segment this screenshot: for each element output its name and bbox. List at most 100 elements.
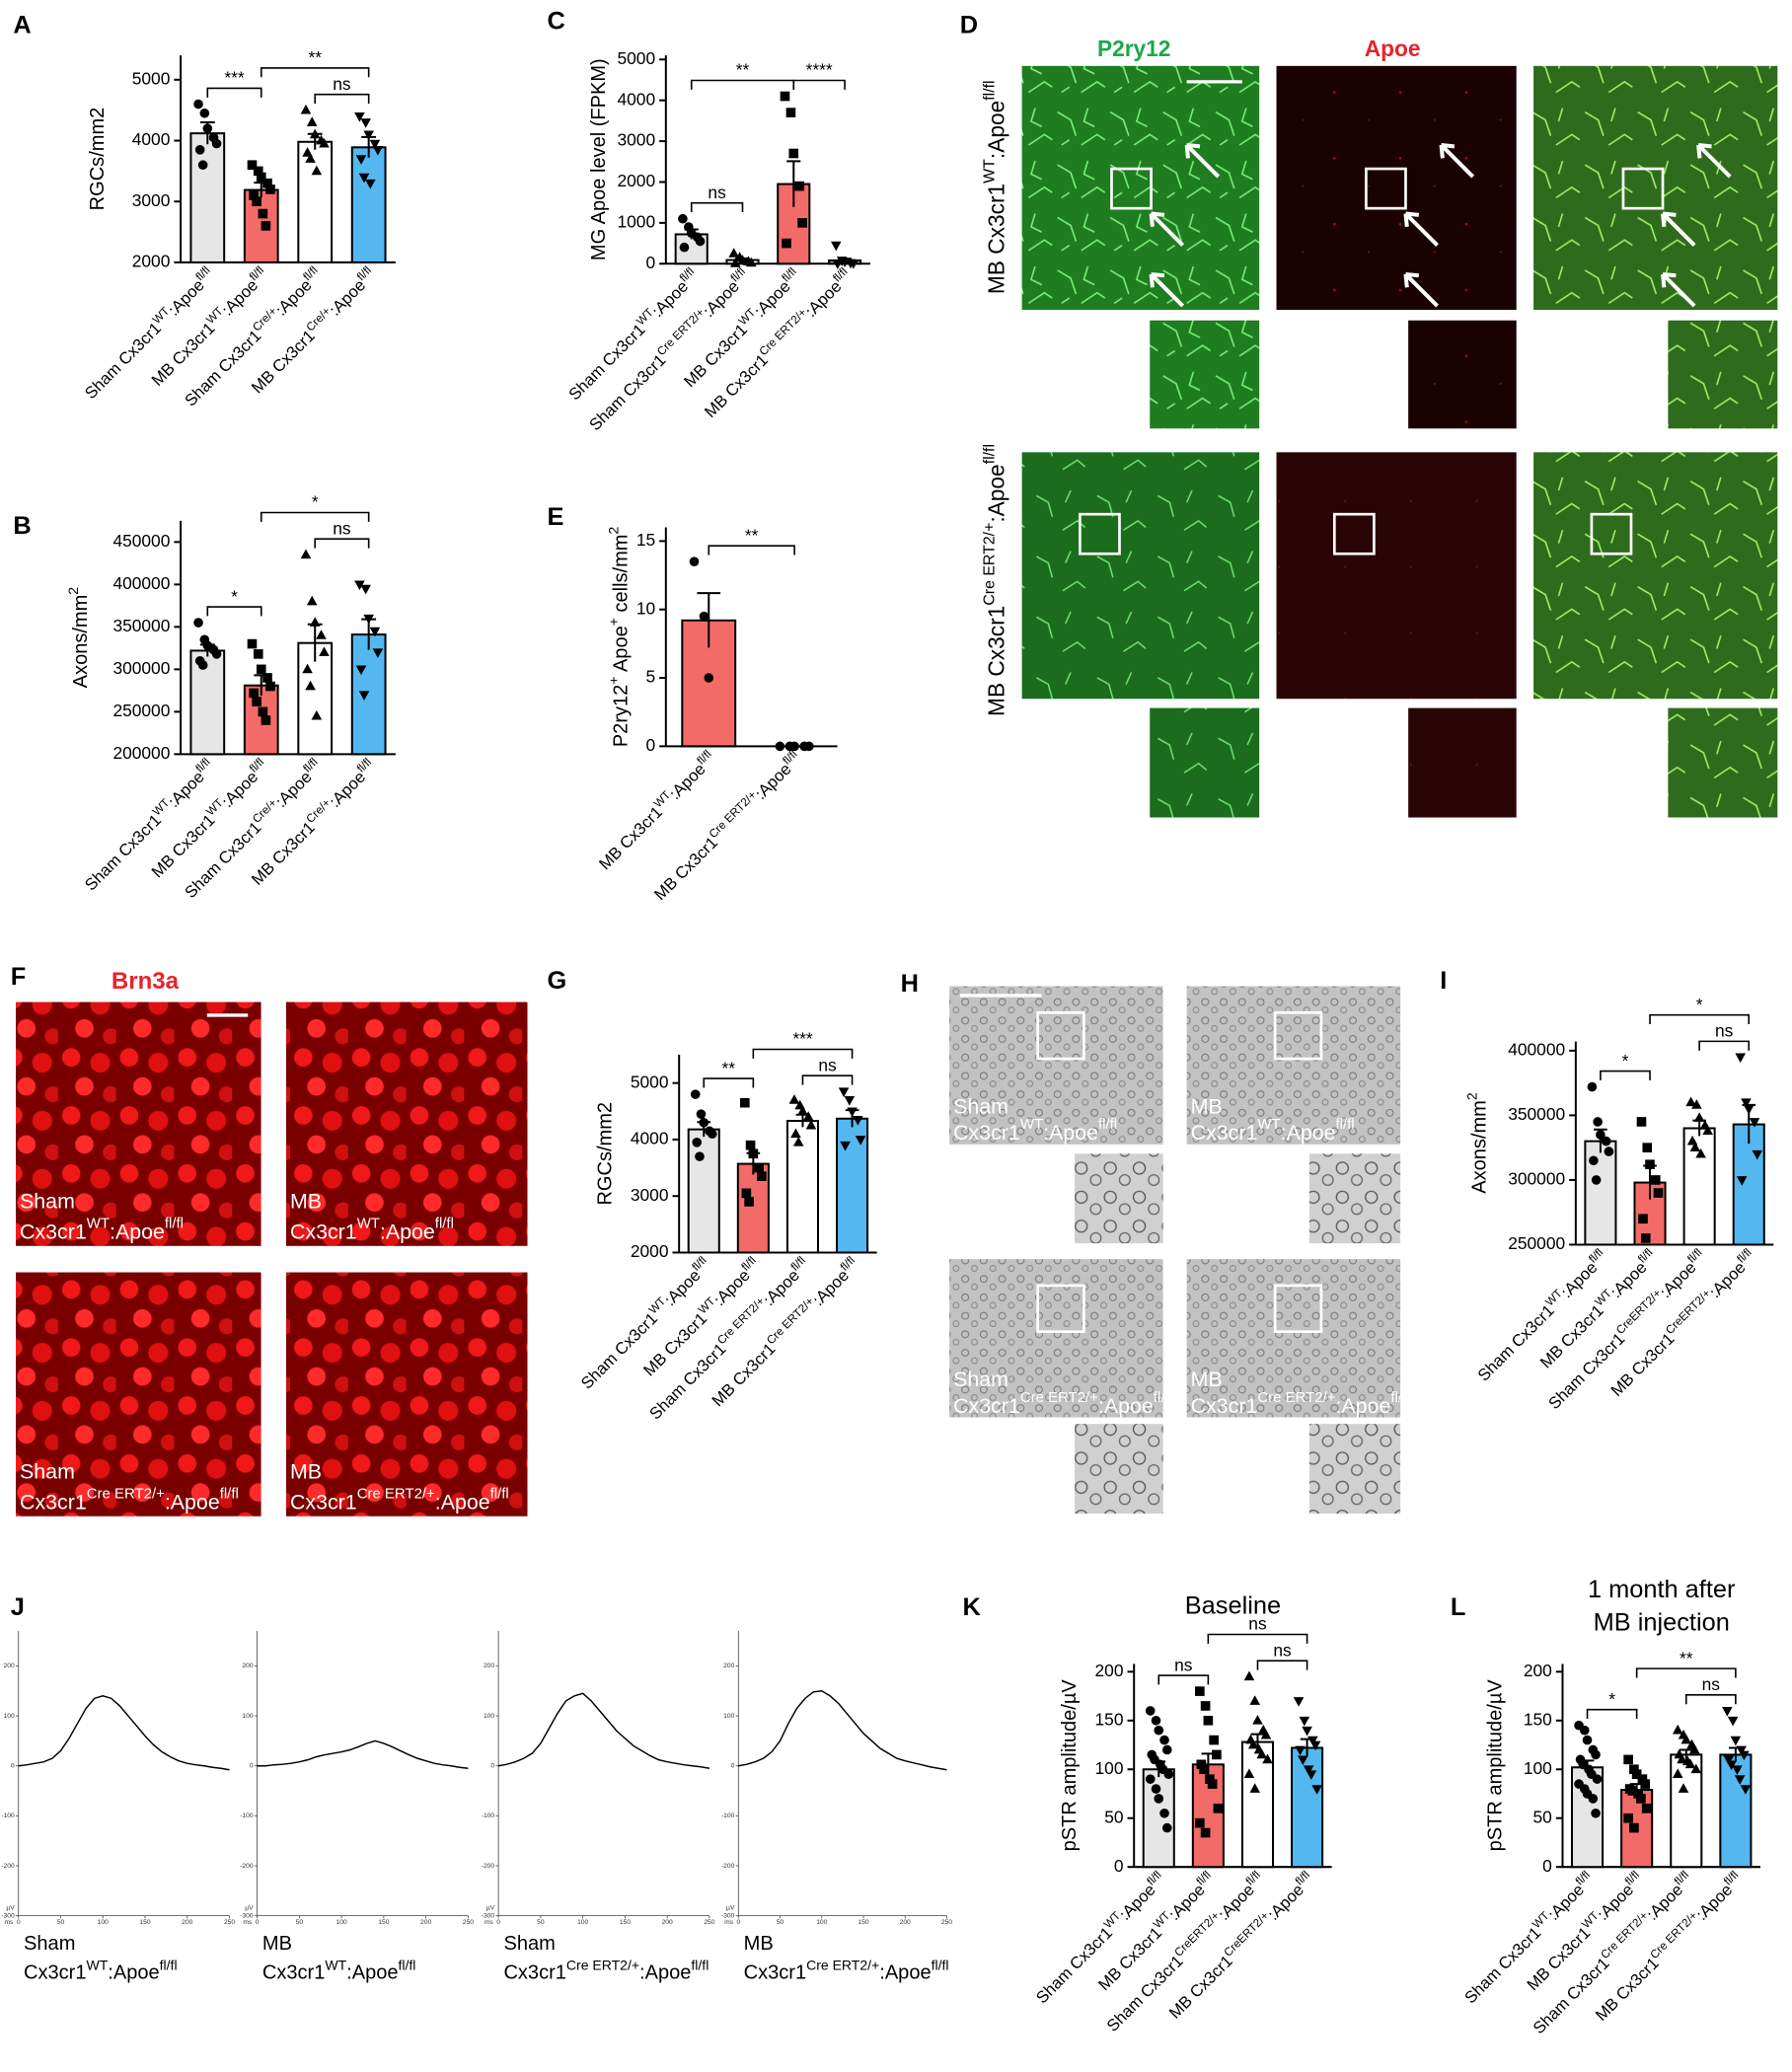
data-point — [748, 1148, 759, 1159]
significance-label: * — [1608, 1689, 1615, 1709]
data-point — [1627, 1786, 1638, 1796]
x-tick-label: 0 — [496, 1919, 500, 1926]
trace-caption: MB — [262, 1933, 292, 1955]
image-row-label-part: WT — [981, 159, 998, 184]
data-point — [358, 691, 370, 701]
data-point — [1688, 1743, 1700, 1754]
chart-title: MB injection — [1594, 1608, 1730, 1636]
chart-title: Baseline — [1185, 1592, 1281, 1620]
y-tick-label: 450000 — [112, 531, 170, 551]
arrow — [1149, 271, 1185, 308]
data-point — [1623, 1754, 1633, 1765]
x-tick-label: 150 — [139, 1919, 150, 1926]
image-label-part: Cx3cr1 — [290, 1490, 357, 1514]
y-tick-label: 100 — [1524, 1758, 1552, 1778]
image-row-label-part: fl/fl — [981, 444, 998, 464]
data-point — [704, 673, 714, 683]
data-point — [788, 1094, 800, 1104]
y-tick-label: 200 — [1524, 1661, 1552, 1680]
roi-box — [1079, 512, 1121, 555]
data-point — [1209, 1735, 1219, 1745]
data-point — [1593, 1117, 1603, 1127]
image-label-part: Cre ERT2/+ — [87, 1486, 165, 1503]
y-tick-label: 5000 — [618, 48, 656, 68]
data-point — [1299, 1716, 1310, 1727]
data-point — [838, 1087, 850, 1098]
data-point — [311, 709, 323, 720]
data-point — [265, 185, 275, 194]
significance-bracket — [708, 545, 795, 555]
x-tick-label: 100 — [336, 1919, 347, 1926]
data-point — [1262, 1753, 1273, 1764]
significance-bracket — [260, 511, 370, 522]
image-label-part: :Apoe — [1335, 1393, 1390, 1417]
data-point — [1629, 1822, 1639, 1833]
y-axis-label-part: 2 — [65, 587, 81, 595]
data-point — [790, 1128, 801, 1139]
data-point — [1695, 1147, 1706, 1158]
arrow — [1439, 143, 1475, 179]
data-point — [1247, 1739, 1259, 1749]
data-point — [855, 1136, 866, 1146]
data-point — [355, 665, 367, 676]
error-bar — [786, 160, 801, 207]
data-point — [358, 173, 370, 184]
data-point — [1588, 1794, 1599, 1804]
trace-caption-part: fl/fl — [399, 1957, 416, 1972]
x-tick-label-part: Sham Cx3cr1 — [1461, 1924, 1545, 2008]
y-tick-label: 400000 — [112, 573, 170, 593]
data-point — [309, 617, 321, 627]
x-tick-label-part: MB Cx3cr1 — [650, 834, 721, 905]
significance-label: ns — [1248, 1614, 1267, 1634]
data-point — [1623, 1813, 1633, 1823]
x-tick-label: 100 — [98, 1919, 109, 1926]
significance-label: ns — [333, 518, 351, 538]
data-point — [1252, 1715, 1263, 1725]
data-point — [1641, 1804, 1652, 1813]
micrograph — [1150, 707, 1260, 818]
data-point — [805, 1119, 817, 1130]
trace-caption-part: Cre ERT2/+ — [806, 1957, 879, 1972]
data-point — [1159, 1735, 1169, 1745]
data-point — [1640, 1779, 1650, 1789]
data-point — [1161, 1822, 1172, 1833]
data-point — [741, 1188, 752, 1199]
arrow — [1403, 271, 1439, 308]
data-point — [853, 1116, 863, 1126]
data-point — [1685, 1096, 1696, 1107]
figure-content: ABC DEF G H IJ K L2000300040005000RGCs/mm2Sham… — [1, 7, 1778, 2037]
data-point — [1205, 1774, 1215, 1784]
arrow — [1661, 271, 1696, 308]
y-tick-label: -300 — [1, 1912, 15, 1919]
data-point — [1736, 1176, 1748, 1186]
image-label-part: Cx3cr1 — [20, 1220, 87, 1243]
micrograph — [1408, 320, 1517, 429]
y-axis-label-part: P2ry12 — [611, 685, 633, 747]
data-point — [1672, 1724, 1683, 1735]
data-point — [1732, 1765, 1743, 1776]
data-point — [311, 165, 323, 176]
image-label-part: WT — [1020, 1117, 1043, 1134]
y-axis-label: µV — [245, 1904, 254, 1911]
significance-bracket — [1586, 1708, 1638, 1720]
data-point — [695, 236, 706, 247]
data-point — [1691, 1099, 1702, 1109]
y-tick-label: 2000 — [618, 171, 656, 190]
bar — [350, 146, 387, 263]
data-point — [1740, 1785, 1752, 1795]
roi-box — [1273, 1284, 1323, 1333]
data-point — [1645, 1159, 1655, 1170]
roi-box — [1332, 512, 1376, 555]
image-label-part: :Apoe — [380, 1220, 435, 1243]
trace-caption-part: Sham — [503, 1933, 555, 1955]
y-axis-label-part: 2 — [605, 527, 621, 535]
significance-bracket — [1684, 1694, 1737, 1705]
significance-bracket — [314, 93, 370, 104]
data-point — [1677, 1753, 1687, 1764]
significance-bracket — [206, 87, 262, 98]
data-point — [319, 137, 330, 148]
data-point — [1689, 1142, 1701, 1152]
significance-bracket — [1600, 1070, 1651, 1080]
x-tick-label-part: Sham Cx3cr1 — [81, 811, 165, 895]
data-point — [840, 1141, 851, 1151]
